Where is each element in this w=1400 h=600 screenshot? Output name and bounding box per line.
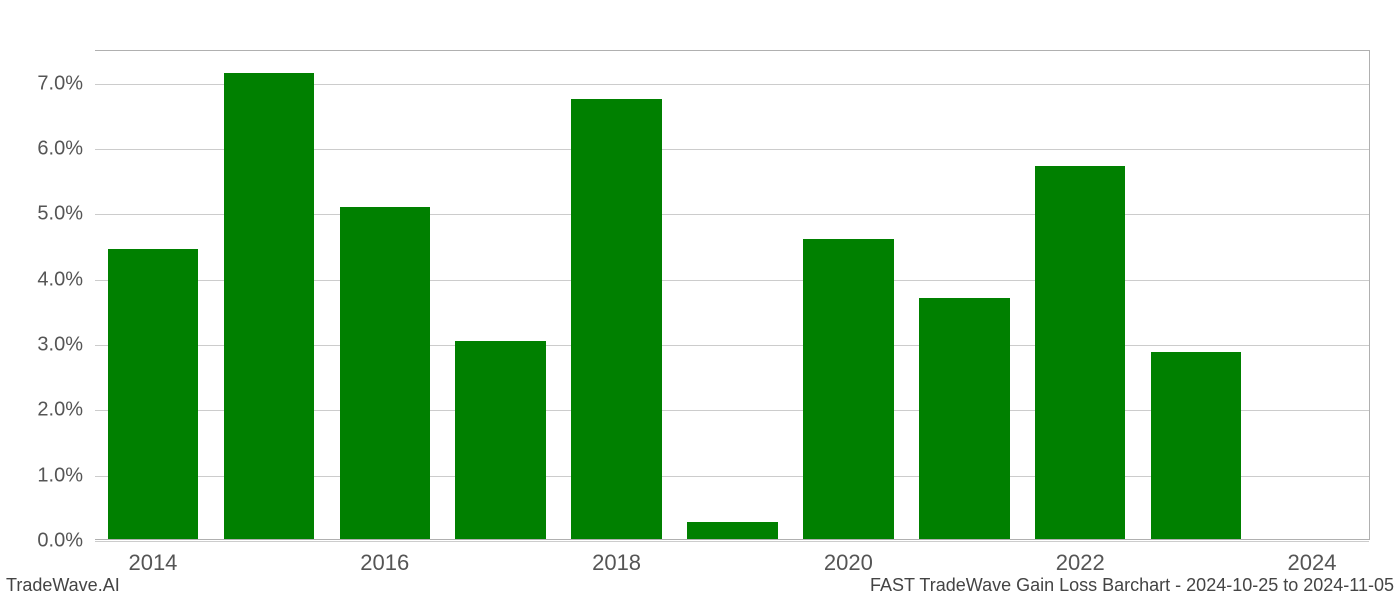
y-tick-label: 4.0% <box>37 268 95 291</box>
bar <box>340 207 430 540</box>
y-tick-label: 0.0% <box>37 530 95 553</box>
x-tick-label: 2018 <box>592 540 641 576</box>
x-axis-baseline <box>95 539 1369 540</box>
bar <box>919 298 1009 540</box>
x-tick-label: 2020 <box>824 540 873 576</box>
chart-container: 0.0% 1.0% 2.0% 3.0% 4.0% 5.0% 6.0% 7.0% 2014 201… <box>0 0 1400 600</box>
x-tick-label: 2022 <box>1056 540 1105 576</box>
bar <box>1035 166 1125 540</box>
x-tick-label: 2024 <box>1288 540 1337 576</box>
y-tick-label: 5.0% <box>37 203 95 226</box>
y-tick-label: 6.0% <box>37 138 95 161</box>
footer-right-text: FAST TradeWave Gain Loss Barchart - 2024… <box>870 575 1394 596</box>
bar <box>1151 352 1241 540</box>
bar <box>224 73 314 540</box>
footer-left-text: TradeWave.AI <box>6 575 120 596</box>
y-tick-label: 1.0% <box>37 464 95 487</box>
bar <box>455 341 545 540</box>
x-tick-label: 2014 <box>128 540 177 576</box>
y-tick-label: 2.0% <box>37 399 95 422</box>
bar <box>571 99 661 540</box>
bar <box>108 249 198 540</box>
bar <box>687 522 777 540</box>
bars-group <box>95 51 1369 540</box>
y-tick-label: 3.0% <box>37 334 95 357</box>
gridline <box>95 541 1369 542</box>
y-tick-label: 7.0% <box>37 72 95 95</box>
x-tick-label: 2016 <box>360 540 409 576</box>
plot-area: 0.0%1.0%2.0%3.0%4.0%5.0%6.0%7.0% 2014201… <box>95 50 1370 540</box>
bar <box>803 239 893 540</box>
